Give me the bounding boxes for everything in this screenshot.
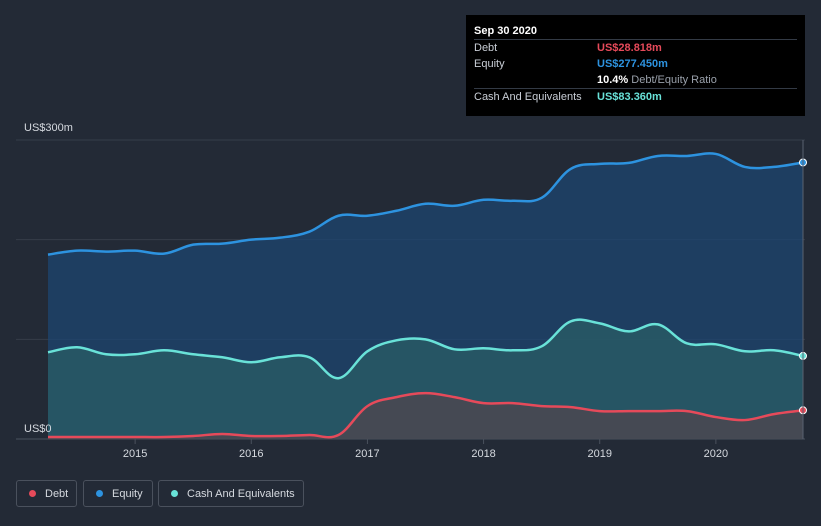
y-tick-label: US$300m <box>24 122 73 134</box>
x-tick-label: 2018 <box>471 448 495 460</box>
cash-and-equivalents-line <box>47 318 804 380</box>
legend-equity-label: Equity <box>112 487 143 500</box>
tooltip-row-debt: Debt US$28.818m <box>474 39 797 56</box>
tooltip-row-cash: Cash And Equivalents US$83.360m <box>474 88 797 105</box>
tooltip-row-equity: Equity US$277.450m <box>474 56 797 72</box>
tooltip-ratio-label: Debt/Equity Ratio <box>631 74 717 86</box>
tooltip-debt-label: Debt <box>474 42 498 54</box>
x-tick-label: 2015 <box>123 448 147 460</box>
debt-area <box>48 393 803 439</box>
legend-cash-dot-icon <box>171 490 178 497</box>
x-tick-label: 2019 <box>587 448 611 460</box>
legend-debt-label: Debt <box>45 487 69 500</box>
tooltip-panel: Sep 30 2020 Debt US$28.818m Equity US$27… <box>466 15 805 116</box>
legend-item-cash[interactable]: Cash And Equivalents <box>158 480 304 507</box>
tooltip-cash-label: Cash And Equivalents <box>474 91 582 103</box>
cash-and-equivalents-area <box>48 319 803 439</box>
legend-equity-dot-icon <box>96 490 103 497</box>
x-tick-label: 2017 <box>355 448 379 460</box>
equity-line <box>47 152 804 256</box>
x-tick-label: 2016 <box>239 448 263 460</box>
x-tick-label: 2020 <box>704 448 728 460</box>
tooltip-cash-value: US$83.360m <box>597 91 662 103</box>
tooltip-debt-value: US$28.818m <box>597 42 662 54</box>
legend-item-equity[interactable]: Equity <box>83 480 153 507</box>
tooltip-equity-label: Equity <box>474 58 505 70</box>
tooltip-equity-value: US$277.450m <box>597 58 668 70</box>
legend-debt-dot-icon <box>29 490 36 497</box>
legend-cash-label: Cash And Equivalents <box>187 487 295 500</box>
tooltip-date: Sep 30 2020 <box>474 25 537 37</box>
y-tick-label: US$0 <box>24 423 52 435</box>
legend-item-debt[interactable]: Debt <box>16 480 77 507</box>
tooltip-ratio-value: 10.4% <box>597 74 629 86</box>
tooltip-row-ratio: 10.4% Debt/Equity Ratio <box>474 72 797 88</box>
debt-line <box>47 391 804 439</box>
